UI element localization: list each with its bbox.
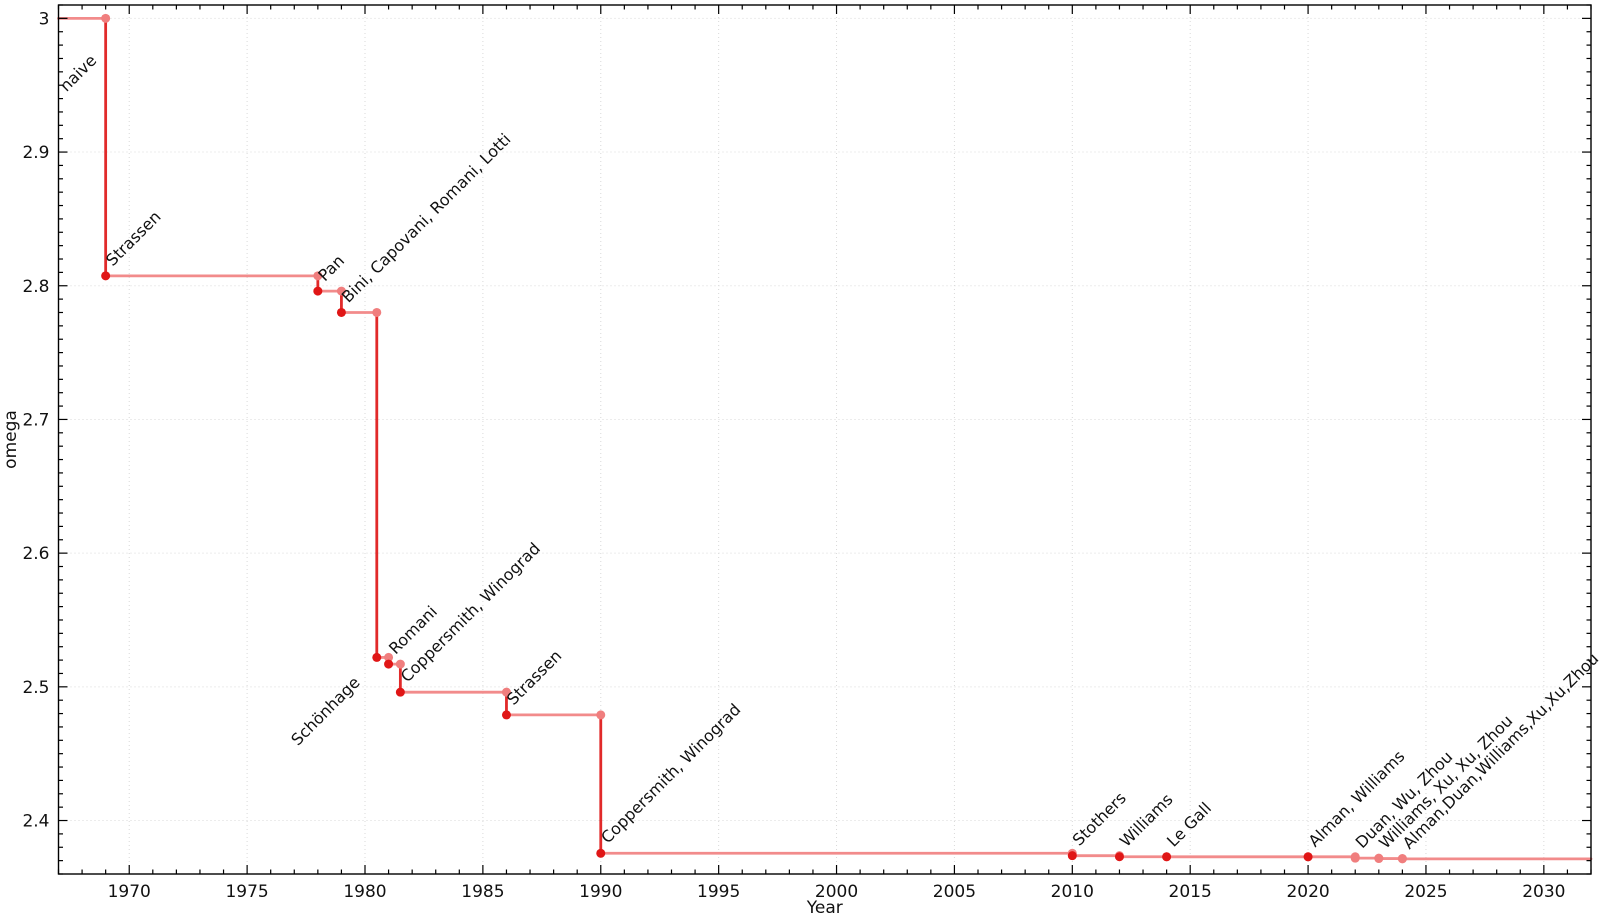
data-point-1978 <box>313 286 323 296</box>
plateau-end-point <box>596 710 606 720</box>
series-layer <box>57 13 1593 864</box>
y-tick-label: 3 <box>39 9 50 29</box>
data-point-2023 <box>1374 854 1384 864</box>
data-point-1969 <box>101 271 111 281</box>
plateau-end-point <box>384 652 394 662</box>
y-tick-label: 2.5 <box>22 678 49 698</box>
y-tick-label: 2.9 <box>22 143 49 163</box>
data-point-1990 <box>596 848 606 858</box>
point-label: Bini, Capovani, Romani, Lotti <box>338 130 515 307</box>
data-point-1979 <box>336 307 346 317</box>
plateau-end-point <box>336 286 346 296</box>
data-point-2020 <box>1303 852 1313 862</box>
data-point-1982 <box>395 687 405 697</box>
y-tick-label: 2.8 <box>22 277 49 297</box>
x-tick-label: 2005 <box>933 882 976 902</box>
x-axis-label: Year <box>806 898 843 918</box>
point-label: Strassen <box>102 207 165 270</box>
x-tick-label: 1995 <box>697 882 740 902</box>
x-tick-label: 2030 <box>1522 882 1565 902</box>
tick-label-layer: 1970 1975 1980 1985 1990 1995 2000 2005 2010 2015… <box>22 9 1565 902</box>
x-tick-label: 2025 <box>1404 882 1447 902</box>
point-label: Coppersmith, Winograd <box>597 700 744 847</box>
x-tick-label: 2020 <box>1286 882 1329 902</box>
data-point-1981 <box>372 652 382 662</box>
x-tick-label: 2000 <box>815 882 858 902</box>
x-tick-label: 1970 <box>108 882 151 902</box>
x-tick-label: 2015 <box>1169 882 1212 902</box>
tick-layer <box>57 4 1592 875</box>
x-tick-label: 1990 <box>579 882 622 902</box>
plateau-end-point <box>501 687 511 697</box>
data-point-1981 <box>384 659 394 669</box>
plateau-end-point <box>101 13 111 23</box>
data-point-2022 <box>1350 853 1360 863</box>
data-point-2012 <box>1114 852 1124 862</box>
plateau-end-point <box>313 271 323 281</box>
x-tick-label: 1985 <box>461 882 504 902</box>
data-point-2014 <box>1162 852 1172 862</box>
point-label: Schönhage <box>287 673 363 749</box>
point-label: Alman,Duan,Williams,Xu,Xu,Zhou <box>1399 649 1600 853</box>
plateau-end-point <box>372 307 382 317</box>
y-axis-label: omega <box>1 410 21 469</box>
y-tick-label: 2.4 <box>22 812 49 832</box>
data-point-1986 <box>501 710 511 720</box>
grid-layer <box>58 5 1591 874</box>
plateau-end-point <box>395 659 405 669</box>
data-point-2024 <box>1397 854 1407 864</box>
plot-frame <box>57 4 1592 875</box>
point-label: Strassen <box>503 646 566 709</box>
x-tick-label: 1980 <box>343 882 386 902</box>
y-tick-label: 2.6 <box>22 544 49 564</box>
y-tick-label: 2.7 <box>22 410 49 430</box>
x-tick-label: 1975 <box>225 882 268 902</box>
x-tick-label: 2010 <box>1051 882 1094 902</box>
point-label: Williams, Xu, Xu, Zhou <box>1375 711 1516 852</box>
data-point-2010 <box>1067 851 1077 861</box>
point-label: naive <box>56 51 100 95</box>
